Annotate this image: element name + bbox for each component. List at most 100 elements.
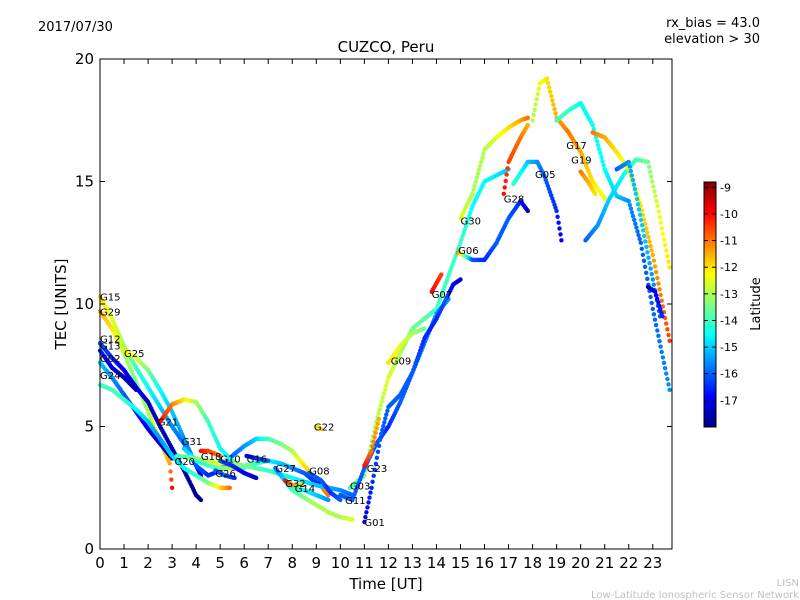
data-point [476,167,482,172]
data-point [650,277,655,282]
data-point [640,252,646,257]
data-point [658,292,663,298]
satellite-label: G21 [158,418,178,429]
series-G13 [97,348,139,392]
data-point [634,196,640,202]
satellite-label: G19 [571,155,591,166]
data-point [647,239,652,244]
data-point [369,485,374,490]
series-G18 [198,448,223,459]
satellite-label: G28 [504,195,524,206]
data-point [666,382,671,387]
data-point [665,376,670,382]
data-point [469,207,474,212]
data-point [553,111,558,116]
data-point [661,237,667,242]
x-tick-label: 20 [571,554,590,572]
data-point [660,355,666,360]
data-point [647,261,652,266]
data-point [473,179,478,184]
data-point [667,387,672,392]
data-point [667,265,672,270]
colorbar-tick-label: -11 [720,235,738,248]
data-point [630,177,636,183]
data-point [651,312,657,317]
satellite-label: G15 [100,293,120,304]
data-point [372,467,377,472]
data-point [535,91,540,97]
data-point [628,168,633,174]
data-point [638,217,644,223]
data-point [644,244,649,249]
series-G12b [583,157,672,270]
data-point [630,214,636,219]
x-tick-label: 17 [499,554,518,572]
data-point [525,115,530,121]
data-point [645,159,651,165]
data-point [266,458,271,463]
data-point [651,282,656,287]
x-tick-label: 4 [191,554,201,572]
data-point [525,122,530,128]
x-tick-label: 6 [239,554,249,572]
data-point [458,240,463,245]
data-point [628,206,634,211]
data-point [218,453,223,459]
series-G07 [429,272,444,294]
data-point [656,300,661,305]
satellite-label: G23 [367,464,387,475]
data-point [525,208,530,214]
data-point [650,306,655,312]
colorbar-label: Latitude [749,277,764,331]
data-point [167,461,172,466]
data-point [627,164,632,169]
satellite-label: G17 [566,141,586,152]
data-point [638,240,643,245]
data-point [365,505,370,510]
satellite-label: G20 [175,457,195,468]
data-point [596,143,601,148]
satellite-label: G12 [100,334,120,345]
data-point [649,248,654,253]
data-point [379,431,384,437]
data-point [439,272,444,277]
data-point [650,252,655,258]
series-G14 [292,485,331,503]
data-point [472,183,477,188]
satellite-label: G06 [458,246,478,257]
data-point [373,461,379,466]
data-point [372,435,377,440]
data-point [627,202,632,208]
y-tick-label: 15 [75,173,94,191]
data-point [653,322,659,328]
satellite-label: G02 [100,354,120,365]
data-point [651,258,657,263]
data-point [649,300,654,306]
colorbar-tick-label: -16 [720,368,738,381]
data-point [462,227,468,232]
data-point [661,360,667,365]
data-point [384,412,389,417]
colorbar-tick-label: -9 [720,181,731,194]
data-point [381,391,387,396]
y-tick-label: 20 [75,50,94,68]
data-points [97,76,672,525]
data-point [660,231,666,236]
data-point [368,490,373,495]
data-point [559,238,564,243]
data-point [642,233,647,239]
satellite-label: G09 [391,356,411,367]
data-point [639,223,645,228]
data-point [646,255,651,260]
x-axis-label: Time [UT] [348,575,422,593]
data-point [666,259,671,264]
y-tick-label: 5 [84,418,94,436]
series-G04 [554,100,672,392]
data-point [481,151,486,156]
data-point [644,270,649,275]
data-point [471,187,476,192]
colorbar-tick-label: -13 [720,288,738,301]
data-point [594,139,600,144]
satellite-label: G30 [461,217,481,228]
data-point [376,443,382,448]
